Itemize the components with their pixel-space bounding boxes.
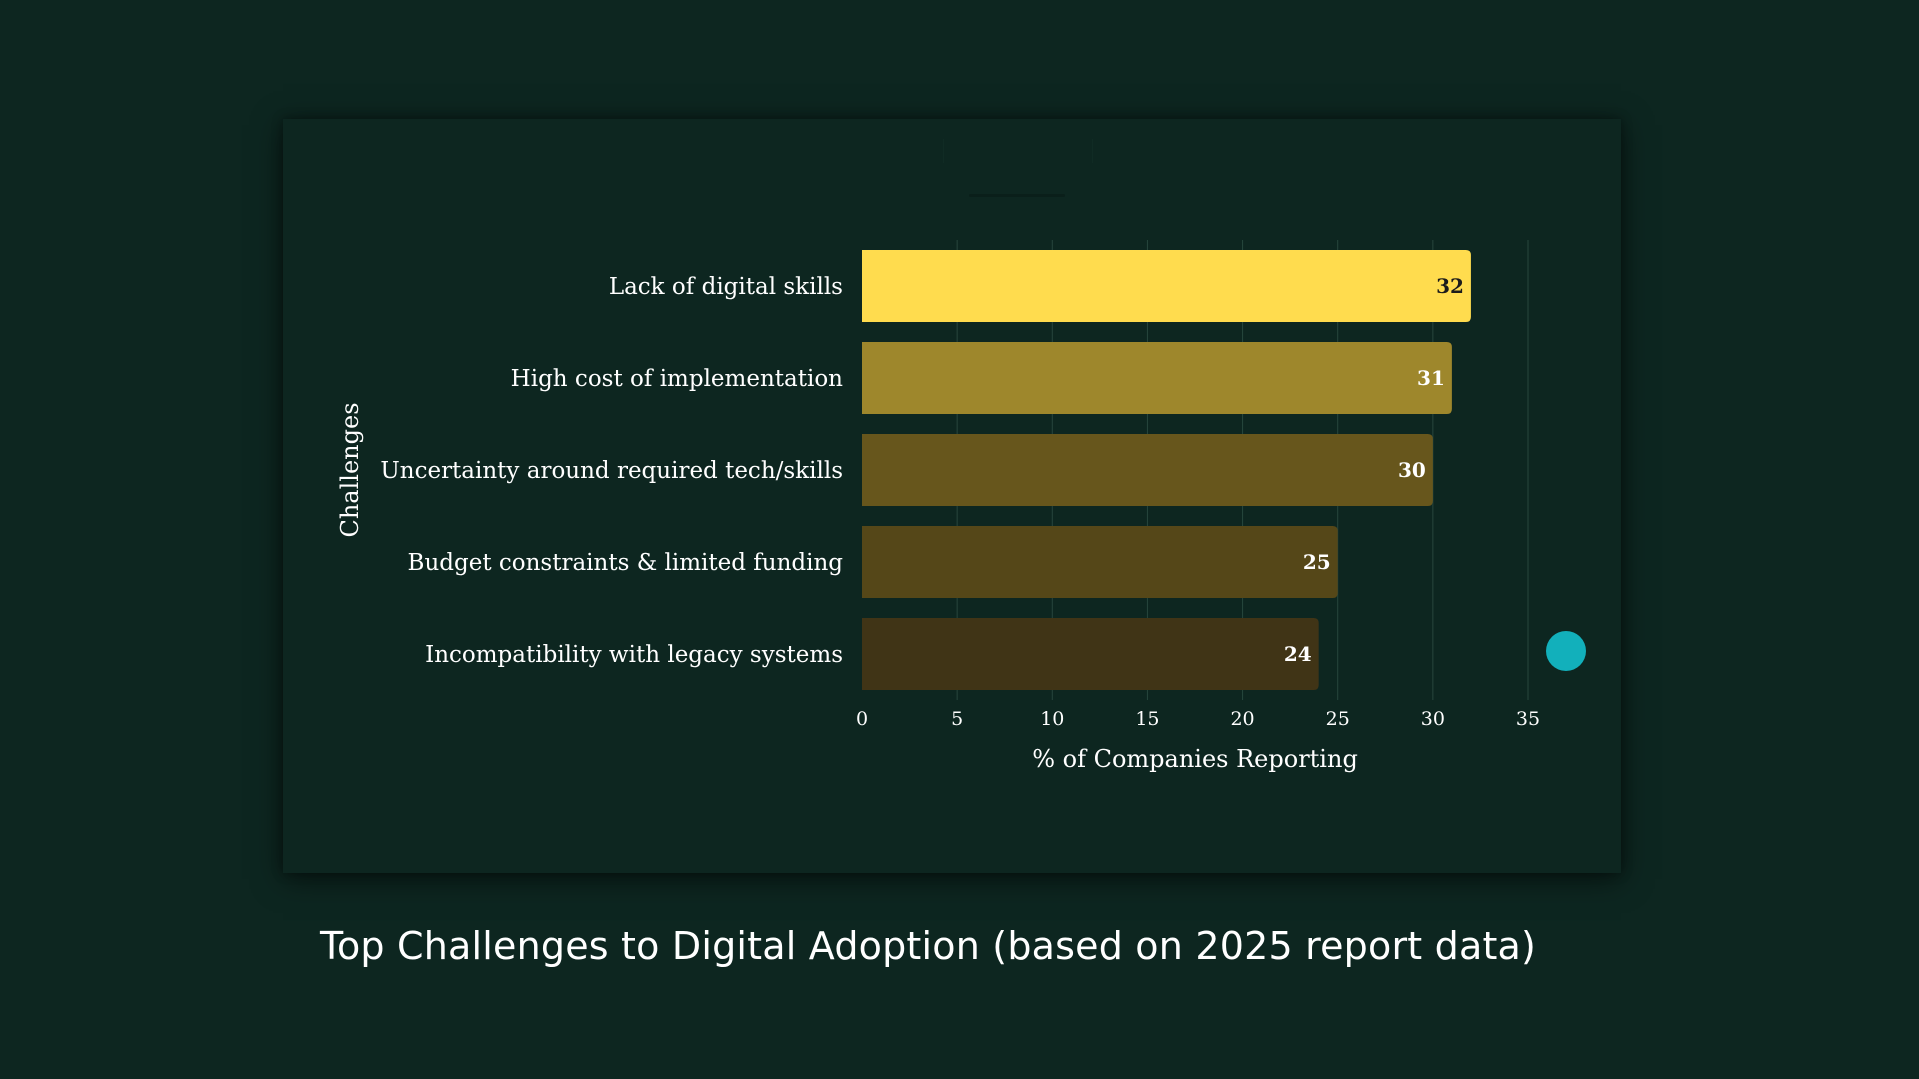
category-label: Budget constraints & limited funding	[408, 550, 844, 576]
bars	[862, 250, 1471, 690]
category-label: Lack of digital skills	[609, 274, 843, 300]
bar-value-label: 25	[1303, 550, 1331, 574]
bar	[862, 250, 1471, 322]
bar	[862, 526, 1338, 598]
x-tick-labels: 0 5 10 15 20 25 30 35	[856, 708, 1540, 730]
bar-value-label: 30	[1398, 458, 1426, 482]
category-label: High cost of implementation	[511, 366, 844, 392]
category-label: Incompatibility with legacy systems	[425, 642, 843, 668]
bar-value-labels: 32 31 30 25 24	[1284, 274, 1464, 666]
x-tick-label: 5	[951, 708, 963, 730]
y-axis-title: Challenges	[336, 402, 364, 537]
x-axis-title: % of Companies Reporting	[1032, 745, 1358, 773]
x-tick-label: 30	[1421, 708, 1445, 730]
x-tick-label: 15	[1135, 708, 1159, 730]
bar	[862, 618, 1319, 690]
x-tick-label: 35	[1516, 708, 1540, 730]
x-tick-label: 20	[1230, 708, 1254, 730]
x-tick-label: 0	[856, 708, 868, 730]
bar-value-label: 32	[1436, 274, 1464, 298]
x-tick-label: 25	[1326, 708, 1350, 730]
card-tab-indicator	[969, 194, 1065, 197]
bar	[862, 342, 1452, 414]
bar-value-label: 24	[1284, 642, 1312, 666]
bar-value-label: 31	[1417, 366, 1445, 390]
chart-caption: Top Challenges to Digital Adoption (base…	[320, 924, 1537, 968]
card-tab	[943, 139, 1093, 163]
category-label: Uncertainty around required tech/skills	[380, 458, 843, 484]
indicator-dot[interactable]	[1546, 631, 1586, 671]
category-labels: Lack of digital skills High cost of imple…	[380, 274, 843, 668]
bar	[862, 434, 1433, 506]
x-tick-label: 10	[1040, 708, 1064, 730]
